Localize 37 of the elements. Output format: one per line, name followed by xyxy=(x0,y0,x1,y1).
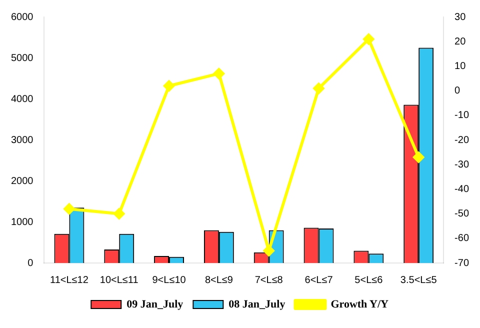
x-tick-label: 3.5<L≤5 xyxy=(400,274,438,286)
y2-tick-label: 20 xyxy=(454,36,466,48)
y2-tick-label: -20 xyxy=(454,134,470,146)
point xyxy=(64,203,75,214)
y2-tick-label: -70 xyxy=(454,258,470,269)
point xyxy=(114,208,125,220)
y-tick-label: 5000 xyxy=(10,52,34,64)
point xyxy=(313,82,324,94)
y2-tick-label: -50 xyxy=(454,208,470,220)
point xyxy=(363,34,374,45)
legend-label: 09 Jan_July xyxy=(126,298,184,310)
x-tick-label: 9<L≤10 xyxy=(152,274,186,286)
y-tick-label: 4000 xyxy=(10,94,34,105)
x-tick-label: 8<L≤9 xyxy=(204,274,234,286)
y-tick-label: 0 xyxy=(28,258,34,269)
point xyxy=(213,68,224,80)
x-tick-label: 7<L≤8 xyxy=(254,274,284,286)
y-tick-label: 6000 xyxy=(10,12,34,23)
legend-label: Growth Y/Y xyxy=(330,298,389,310)
x-tick-label: 6<L≤7 xyxy=(304,274,334,286)
y2-tick-label: 0 xyxy=(454,86,461,97)
point xyxy=(263,245,274,256)
y-tick-label: 3000 xyxy=(10,134,34,146)
y2-tick-label: 10 xyxy=(454,60,466,72)
x-tick-label: 11<L≤12 xyxy=(50,274,89,286)
y-tick-label: 2000 xyxy=(10,176,34,187)
point xyxy=(164,80,175,92)
x-tick-label: 5<L≤6 xyxy=(354,274,384,286)
x-tick-label: 10<L≤11 xyxy=(100,274,139,286)
y2-tick-label: -30 xyxy=(454,159,470,170)
y-tick-label: 1000 xyxy=(10,216,34,228)
y2-tick-label: -60 xyxy=(454,233,470,244)
y2-tick-label: 30 xyxy=(454,12,466,23)
legend-label: 08 Jan_July xyxy=(228,298,286,310)
point xyxy=(413,152,424,163)
y2-tick-label: -40 xyxy=(454,184,470,195)
y2-tick-label: -10 xyxy=(454,110,470,122)
